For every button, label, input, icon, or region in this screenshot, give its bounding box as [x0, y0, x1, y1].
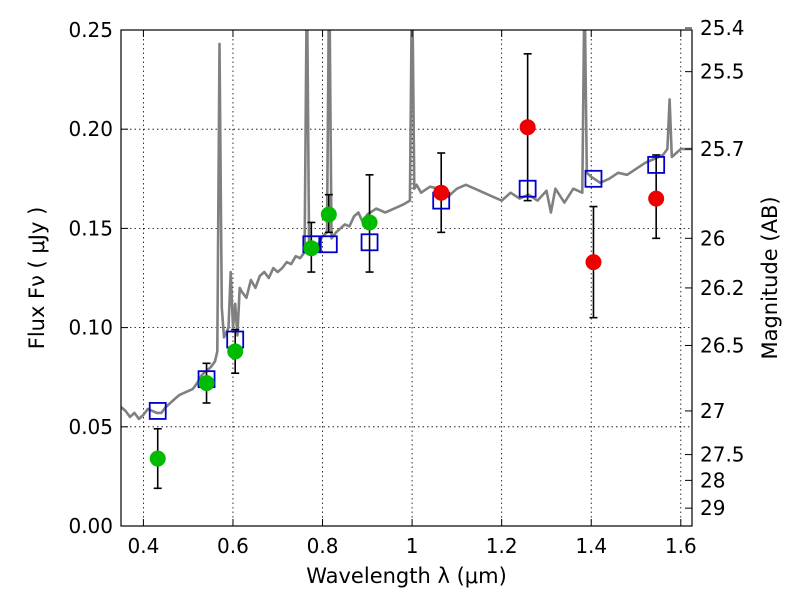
x-tick-label: 1.6 — [665, 534, 697, 558]
right-tick-label: 26.2 — [700, 276, 745, 300]
observed-points-layer — [149, 119, 665, 467]
x-tick-label: 1 — [406, 534, 419, 558]
right-tick-label: 26 — [700, 226, 725, 250]
right-tick-label: 29 — [700, 496, 725, 520]
observed-point — [648, 190, 665, 207]
right-tick-label: 25.4 — [700, 16, 745, 40]
observed-point — [149, 450, 166, 467]
model-points-layer — [148, 156, 666, 420]
right-axis-label: Magnitude (AB) — [758, 196, 782, 359]
y-tick-label: 0.20 — [68, 117, 113, 141]
observed-point — [519, 119, 536, 136]
plot-frame — [120, 29, 693, 527]
right-tick-label: 25.5 — [700, 60, 745, 84]
right-tick-label: 27.5 — [700, 443, 745, 467]
model-square-point — [584, 169, 603, 188]
tick-label-layer: 0.4 0.6 0.8 1 1.2 1.4 1.6 0.00 0.05 0.10 0.15 0.20 0… — [68, 16, 744, 558]
x-tick-label: 1.2 — [486, 534, 518, 558]
right-tick-label: 28 — [700, 468, 725, 492]
observed-point — [361, 214, 378, 231]
x-axis-label: Wavelength λ (μm) — [306, 564, 507, 588]
model-square-point — [148, 402, 167, 420]
model-square-point — [360, 233, 379, 252]
observed-point — [198, 375, 215, 392]
y-tick-label: 0.10 — [68, 316, 113, 340]
right-tick-label: 25.7 — [700, 137, 745, 161]
spectrum-layer — [121, 30, 692, 421]
tick-layer — [121, 27, 692, 527]
y-axis-label: Flux Fν ( μJy ) — [25, 207, 49, 350]
x-tick-label: 0.6 — [217, 534, 249, 558]
y-tick-label: 0.15 — [68, 216, 113, 240]
y-tick-label: 0.05 — [68, 415, 113, 439]
observed-point — [320, 206, 337, 223]
x-tick-label: 0.8 — [307, 534, 339, 558]
right-tick-label: 27 — [700, 399, 725, 423]
model-square-point — [647, 156, 666, 174]
model-square-point — [518, 179, 537, 198]
model-square-point — [319, 235, 338, 254]
y-tick-label: 0.00 — [68, 514, 113, 538]
grid-layer — [121, 30, 692, 526]
x-tick-label: 0.4 — [127, 534, 159, 558]
right-tick-label: 26.5 — [700, 333, 745, 357]
observed-point — [433, 184, 450, 201]
spectrum-line — [121, 30, 692, 421]
observed-point — [303, 240, 320, 257]
observed-point — [585, 254, 602, 271]
x-tick-label: 1.4 — [575, 534, 607, 558]
observed-point — [227, 343, 244, 360]
y-tick-label: 0.25 — [68, 18, 113, 42]
